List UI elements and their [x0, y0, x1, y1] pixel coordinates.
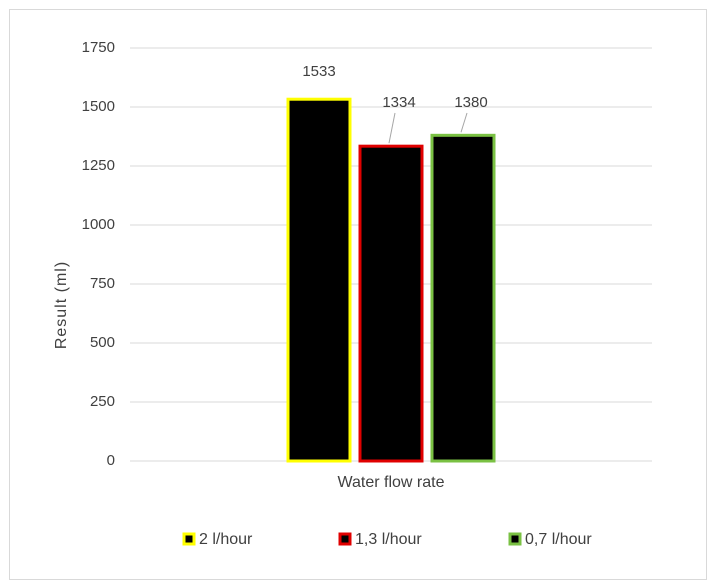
data-label: 1334 — [382, 94, 415, 111]
bar — [358, 144, 424, 463]
y-tick-label: 1500 — [82, 98, 115, 115]
legend-swatch — [338, 532, 352, 546]
y-tick-label: 1000 — [82, 216, 115, 233]
data-label: 1533 — [302, 63, 335, 80]
bar — [430, 133, 496, 463]
data-label: 1380 — [454, 94, 487, 111]
y-axis-label: Result (ml) — [53, 261, 70, 349]
y-tick-label: 500 — [90, 334, 115, 351]
legend-swatch — [182, 532, 196, 546]
legend-label: 2 l/hour — [199, 531, 253, 548]
x-tick-label: Water flow rate — [338, 474, 445, 491]
y-tick-label: 1750 — [82, 39, 115, 56]
y-tick-label: 250 — [90, 393, 115, 410]
legend-swatch — [508, 532, 522, 546]
y-tick-label: 0 — [107, 452, 115, 469]
bar — [286, 97, 352, 463]
y-tick-label: 750 — [90, 275, 115, 292]
chart-frame — [9, 9, 707, 580]
leader-line — [460, 112, 468, 133]
legend-label: 1,3 l/hour — [355, 531, 422, 548]
leader-line — [388, 112, 396, 144]
y-tick-label: 1250 — [82, 157, 115, 174]
legend-label: 0,7 l/hour — [525, 531, 592, 548]
